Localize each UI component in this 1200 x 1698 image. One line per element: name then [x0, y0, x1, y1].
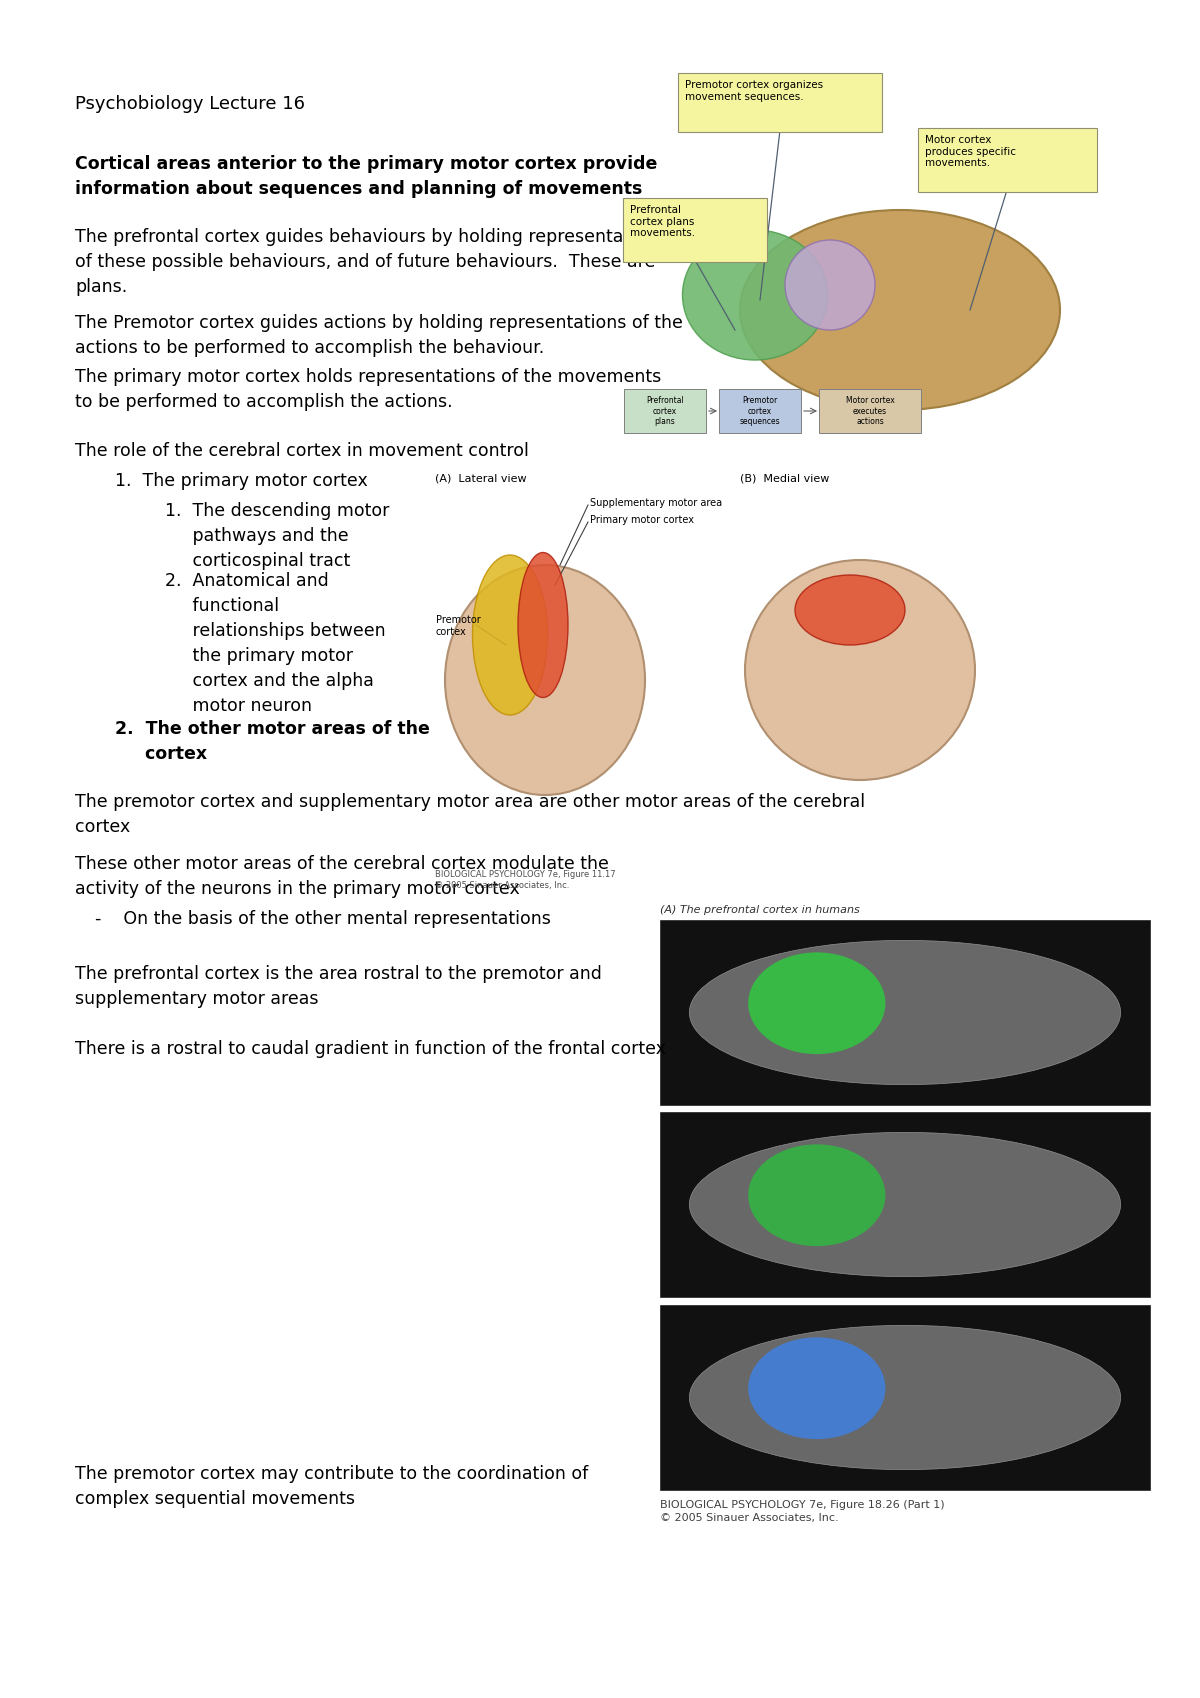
Text: Supplementary motor area: Supplementary motor area [590, 498, 722, 508]
Bar [660, 1306, 1150, 1491]
Text: (A)  Lateral view: (A) Lateral view [436, 474, 527, 482]
FancyBboxPatch shape [818, 389, 922, 433]
Text: (B)  Medial view: (B) Medial view [740, 474, 829, 482]
Text: Motor cortex
produces specific
movements.: Motor cortex produces specific movements… [925, 136, 1016, 168]
Text: Prefrontal
cortex
plans: Prefrontal cortex plans [646, 396, 684, 426]
Text: Psychobiology Lecture 16: Psychobiology Lecture 16 [74, 95, 305, 114]
Ellipse shape [749, 953, 886, 1054]
Bar [660, 1112, 1150, 1297]
Text: 2.  The other motor areas of the
     cortex: 2. The other motor areas of the cortex [115, 720, 430, 762]
Ellipse shape [749, 1144, 886, 1246]
Text: The prefrontal cortex is the area rostral to the premotor and
supplementary moto: The prefrontal cortex is the area rostra… [74, 964, 602, 1009]
Text: The premotor cortex may contribute to the coordination of
complex sequential mov: The premotor cortex may contribute to th… [74, 1465, 588, 1508]
Text: These other motor areas of the cerebral cortex modulate the
activity of the neur: These other motor areas of the cerebral … [74, 856, 608, 898]
Text: Motor cortex
executes
actions: Motor cortex executes actions [846, 396, 894, 426]
Ellipse shape [689, 1326, 1121, 1470]
Text: Prefrontal
cortex plans
movements.: Prefrontal cortex plans movements. [630, 205, 695, 238]
Ellipse shape [740, 211, 1060, 409]
Ellipse shape [796, 576, 905, 645]
Text: 1.  The descending motor
     pathways and the
     corticospinal tract: 1. The descending motor pathways and the… [166, 503, 389, 571]
FancyBboxPatch shape [678, 73, 882, 132]
Text: There is a rostral to caudal gradient in function of the frontal cortex: There is a rostral to caudal gradient in… [74, 1039, 666, 1058]
FancyBboxPatch shape [719, 389, 802, 433]
Text: BIOLOGICAL PSYCHOLOGY 7e, Figure 11.17
© 2005 Sinauer Associates, Inc.: BIOLOGICAL PSYCHOLOGY 7e, Figure 11.17 ©… [436, 869, 616, 890]
Text: (A) The prefrontal cortex in humans: (A) The prefrontal cortex in humans [660, 905, 859, 915]
Text: The Premotor cortex guides actions by holding representations of the
actions to : The Premotor cortex guides actions by ho… [74, 314, 683, 357]
Ellipse shape [785, 239, 875, 329]
FancyBboxPatch shape [918, 127, 1097, 192]
Text: 2.  Anatomical and
     functional
     relationships between
     the primary m: 2. Anatomical and functional relationshi… [166, 572, 385, 715]
Ellipse shape [683, 229, 828, 360]
Text: The primary motor cortex holds representations of the movements
to be performed : The primary motor cortex holds represent… [74, 368, 661, 411]
Ellipse shape [473, 555, 547, 715]
Bar [660, 920, 1150, 1105]
Ellipse shape [689, 941, 1121, 1085]
Text: The premotor cortex and supplementary motor area are other motor areas of the ce: The premotor cortex and supplementary mo… [74, 793, 865, 835]
Text: Premotor
cortex: Premotor cortex [436, 615, 481, 637]
Ellipse shape [749, 1338, 886, 1440]
Text: BIOLOGICAL PSYCHOLOGY 7e, Figure 18.26 (Part 1)
© 2005 Sinauer Associates, Inc.: BIOLOGICAL PSYCHOLOGY 7e, Figure 18.26 (… [660, 1499, 944, 1523]
Text: -    On the basis of the other mental representations: - On the basis of the other mental repre… [95, 910, 551, 929]
Ellipse shape [445, 565, 646, 795]
Text: The prefrontal cortex guides behaviours by holding representations
of these poss: The prefrontal cortex guides behaviours … [74, 228, 666, 295]
Ellipse shape [745, 560, 974, 779]
Text: Premotor cortex organizes
movement sequences.: Premotor cortex organizes movement seque… [685, 80, 823, 102]
Text: Cortical areas anterior to the primary motor cortex provide
information about se: Cortical areas anterior to the primary m… [74, 155, 658, 199]
Text: The role of the cerebral cortex in movement control: The role of the cerebral cortex in movem… [74, 441, 529, 460]
Text: Premotor
cortex
sequences: Premotor cortex sequences [739, 396, 780, 426]
Text: Primary motor cortex: Primary motor cortex [590, 514, 694, 525]
Text: 1.  The primary motor cortex: 1. The primary motor cortex [115, 472, 367, 491]
Ellipse shape [689, 1133, 1121, 1277]
Ellipse shape [518, 552, 568, 698]
FancyBboxPatch shape [624, 389, 706, 433]
FancyBboxPatch shape [623, 199, 767, 261]
